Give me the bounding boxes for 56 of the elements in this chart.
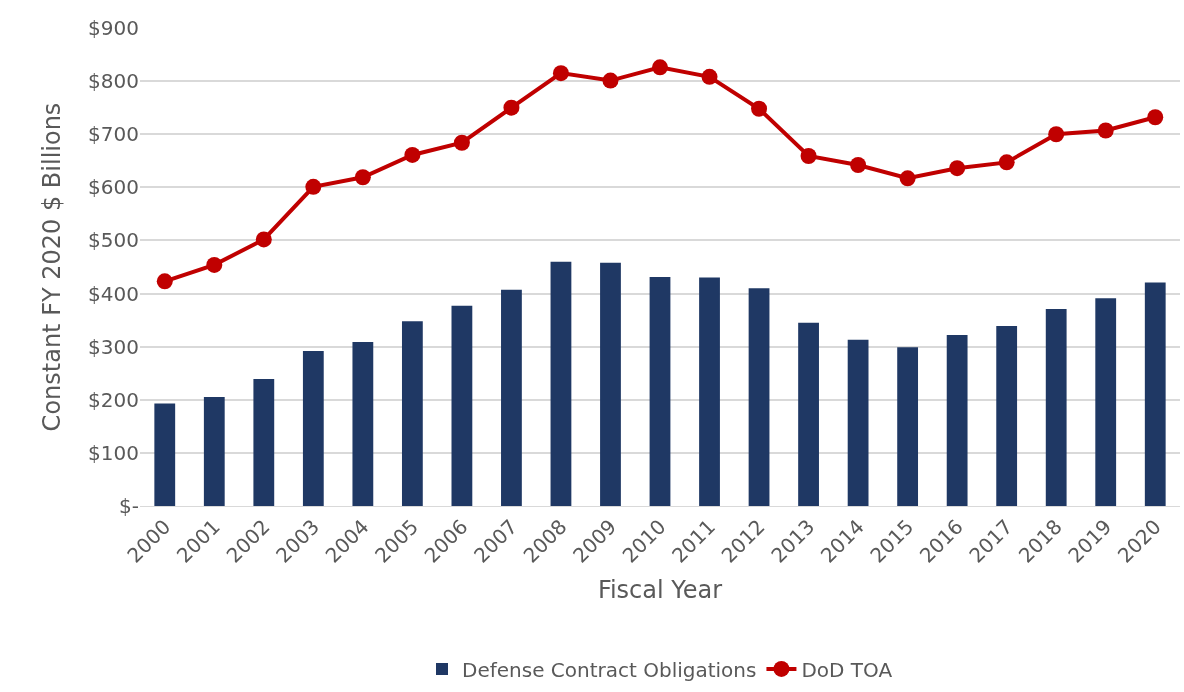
- bar: [401, 321, 423, 506]
- legend-label: Defense Contract Obligations: [462, 657, 757, 682]
- y-tick-label: $300: [88, 334, 139, 359]
- point: [255, 231, 272, 248]
- bar: [203, 397, 225, 506]
- point: [701, 68, 718, 85]
- y-tick-label: $200: [88, 387, 139, 412]
- bar: [649, 277, 671, 506]
- bar: [600, 262, 621, 506]
- point: [1048, 126, 1065, 143]
- point: [156, 273, 173, 290]
- bar: [451, 305, 473, 506]
- point: [503, 99, 520, 116]
- bar: [154, 403, 176, 506]
- y-tick-label: $100: [88, 440, 139, 465]
- point: [998, 154, 1015, 171]
- bar: [302, 350, 324, 506]
- point: [404, 146, 421, 163]
- point: [305, 178, 322, 195]
- bar: [1045, 308, 1067, 506]
- point: [206, 256, 223, 273]
- x-axis-title: Fiscal Year: [597, 575, 723, 604]
- point: [751, 100, 768, 117]
- y-tick-label: $900: [88, 16, 139, 40]
- point: [850, 157, 867, 174]
- bar: [1095, 298, 1117, 506]
- bar: [550, 261, 572, 506]
- y-tick-label: $-: [119, 494, 139, 518]
- legend-label: DoD TOA: [801, 657, 893, 682]
- point: [949, 160, 966, 177]
- y-tick-label: $700: [88, 122, 139, 147]
- bar: [501, 289, 522, 506]
- bar: [253, 379, 275, 506]
- y-tick-label: $500: [88, 228, 139, 253]
- bar: [847, 339, 869, 506]
- bar: [798, 322, 819, 506]
- y-tick-label: $400: [88, 281, 139, 306]
- point: [899, 170, 916, 187]
- y-axis-title: Constant FY 2020 $ Billions: [38, 102, 67, 432]
- bar: [699, 277, 720, 506]
- point: [453, 134, 470, 151]
- point: [1097, 122, 1114, 139]
- point: [552, 65, 569, 82]
- point: [652, 59, 668, 76]
- bar: [996, 325, 1018, 506]
- point: [1147, 109, 1164, 126]
- point: [602, 72, 619, 89]
- bar: [1144, 282, 1166, 506]
- point: [354, 169, 371, 186]
- bar: [748, 288, 770, 506]
- point: [800, 148, 817, 164]
- bar: [897, 347, 919, 506]
- y-tick-label: $600: [88, 175, 139, 200]
- bar: [352, 341, 374, 506]
- y-tick-label: $800: [88, 69, 139, 94]
- bar: [946, 334, 968, 506]
